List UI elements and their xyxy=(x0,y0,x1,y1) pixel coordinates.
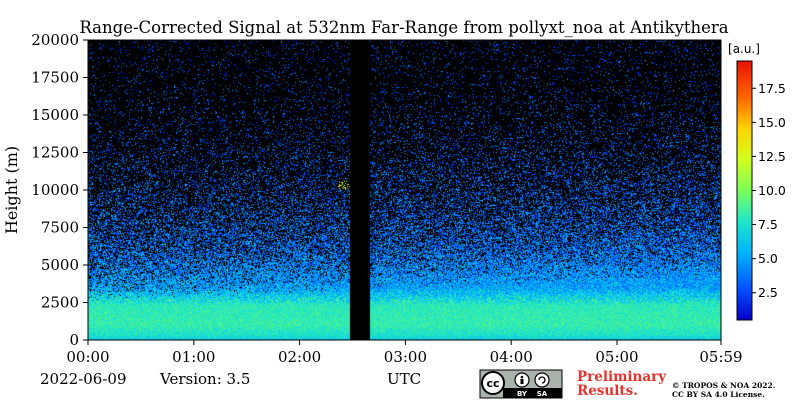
copyright-line-2: CC BY SA 4.0 License. xyxy=(672,390,765,399)
colorbar-tick-label: 7.5 xyxy=(758,217,778,232)
x-tick-label: 05:59 xyxy=(699,348,742,366)
y-tick-label: 12500 xyxy=(31,144,79,162)
y-tick-label: 7500 xyxy=(41,219,79,237)
cc-logo-icon xyxy=(481,371,505,395)
colorbar-gradient xyxy=(736,60,753,321)
x-tick-label: 00:00 xyxy=(66,348,109,366)
sa-share-alike-icon xyxy=(534,372,550,388)
colorbar-ticks: 2.5 5.0 7.5 10.0 12.5 15.0 17.5 xyxy=(752,81,786,300)
colorbar-tick-label: 10.0 xyxy=(758,183,786,198)
chart-title: Range-Corrected Signal at 532nm Far-Rang… xyxy=(79,18,728,37)
y-tick-label: 0 xyxy=(69,331,79,349)
colorbar-tick-label: 12.5 xyxy=(758,149,786,164)
date-label: 2022-06-09 xyxy=(40,370,126,388)
cc-logo-text: cc xyxy=(486,377,499,390)
preliminary-label: Preliminary xyxy=(577,369,667,385)
y-tick-label: 2500 xyxy=(41,294,79,312)
x-axis-label: UTC xyxy=(387,370,421,388)
y-tick-label: 15000 xyxy=(31,106,79,124)
y-tick-label: 20000 xyxy=(31,31,79,49)
colorbar-tick-label: 17.5 xyxy=(758,81,786,96)
colorbar-tick-label: 15.0 xyxy=(758,115,786,130)
plot-area xyxy=(87,39,722,341)
cc-by-sa-badge: cc BY SA xyxy=(479,369,563,399)
x-tick-label: 04:00 xyxy=(490,348,533,366)
colorbar-tick-label: 2.5 xyxy=(758,285,778,300)
y-axis: 0 2500 5000 7500 10000 12500 15000 17500 20000 xyxy=(31,31,88,349)
y-tick-label: 17500 xyxy=(31,69,79,87)
sa-label: SA xyxy=(537,390,548,398)
y-axis-label: Height (m) xyxy=(2,146,21,234)
colorbar-tick-label: 5.0 xyxy=(758,251,778,266)
y-tick-label: 10000 xyxy=(31,181,79,199)
results-label: Results. xyxy=(577,383,638,399)
y-tick-label: 5000 xyxy=(41,256,79,274)
version-label: Version: 3.5 xyxy=(159,370,250,388)
x-tick-label: 02:00 xyxy=(278,348,321,366)
by-label: BY xyxy=(517,390,528,398)
x-tick-label: 05:00 xyxy=(595,348,638,366)
copyright-line-1: © TROPOS & NOA 2022. xyxy=(672,381,775,390)
colorbar-unit: [a.u.] xyxy=(728,42,760,56)
x-tick-label: 03:00 xyxy=(384,348,427,366)
x-axis: 00:00 01:00 02:00 03:00 04:00 05:00 05:59 xyxy=(66,340,743,366)
x-tick-label: 01:00 xyxy=(172,348,215,366)
heatmap xyxy=(88,40,721,340)
colorbar: 2.5 5.0 7.5 10.0 12.5 15.0 17.5 [a.u.] xyxy=(728,42,786,321)
